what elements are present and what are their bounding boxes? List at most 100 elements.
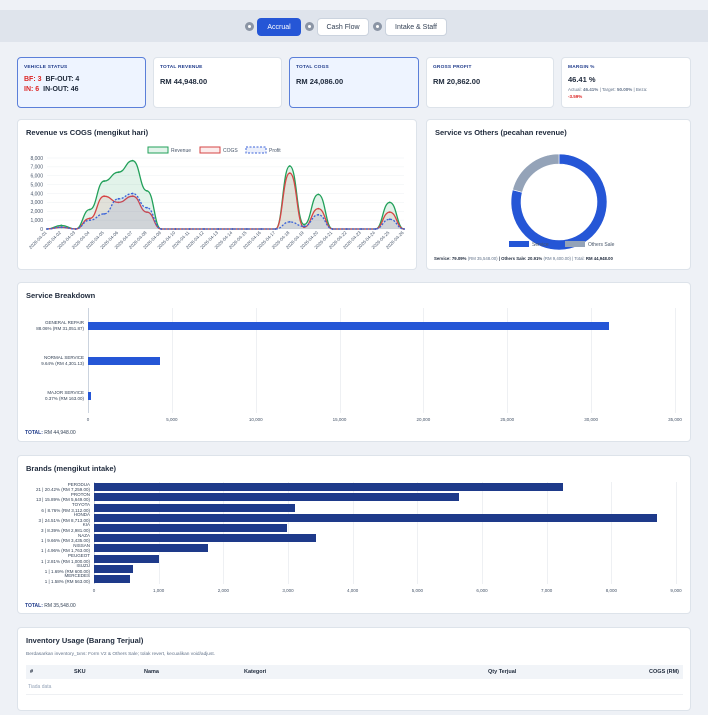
category-name: KIA: [82, 522, 90, 528]
legend-swatch-revenue: [147, 146, 169, 154]
data-point-profit: [146, 206, 148, 209]
service-share: Service: 79.09%: [434, 256, 467, 261]
service-breakdown-card: Service Breakdown 0 5,000 10,000 15,000 20,0…: [17, 282, 691, 442]
view-mode-bar: Accrual Cash Flow Intake & Staff: [0, 10, 708, 42]
category-label: HONDA 3 | 24.51% (RM 8,713.00): [18, 512, 90, 523]
inventory-empty-text: Tiada data: [28, 684, 52, 690]
data-point-cogs: [117, 201, 120, 204]
data-point-cogs: [103, 195, 106, 198]
vehicle-status-label: VEHICLE STATUS: [24, 65, 68, 70]
x-gridline: [482, 482, 483, 584]
margin-value: 46.41 %: [568, 75, 596, 84]
x-gridline: [171, 308, 173, 413]
col-kategori: Kategori: [244, 669, 267, 675]
y-tick-label: 5,000: [30, 182, 43, 188]
x-gridline: [223, 482, 225, 584]
legend-label-cogs: COGS: [223, 148, 238, 154]
y-tick-label: 0: [40, 227, 43, 233]
legend-swatch-cogs: [199, 146, 221, 154]
data-point-profit: [160, 228, 163, 230]
category-label: ISUZU 1 | 1.69% (RM 600.00): [18, 563, 90, 574]
category-name: MERCEDES: [64, 573, 90, 579]
inventory-card: Inventory Usage (Barang Terjual) Berdasa…: [17, 627, 691, 711]
category-label: PROTON 13 | 15.89% (RM 5,649.00): [18, 492, 90, 503]
donut-slice-others: [512, 153, 560, 193]
brands-total: TOTAL: RM 35,548.00: [25, 603, 76, 609]
bar-proton: [94, 493, 460, 502]
category-detail: 0.37% (RM 163.00): [44, 395, 84, 401]
category-name: PERODUA: [67, 481, 90, 487]
data-point-profit: [374, 228, 377, 230]
x-tick-label: 3,000: [282, 588, 294, 593]
margin-beza-value: -3.59%: [568, 94, 583, 99]
y-tick-label: 7,000: [30, 165, 43, 171]
x-tick-label: 4,000: [347, 588, 359, 593]
x-gridline: [546, 482, 548, 584]
donut-legend-swatch: [565, 241, 585, 247]
data-point-cogs: [388, 211, 391, 214]
category-label: NORMAL SERVICE 9.64% (RM 4,301.13): [20, 355, 84, 366]
x-gridline: [255, 308, 257, 413]
inventory-table-header: # SKU Nama Kategori Qty Terjual COGS (RM…: [26, 665, 683, 679]
tab-intake-staff[interactable]: Intake & Staff: [385, 18, 447, 36]
intake-staff-radio-icon: [373, 22, 382, 31]
service-breakdown-title: Service Breakdown: [26, 291, 96, 300]
category-name: PEUGEOT: [67, 553, 90, 558]
data-point-profit: [246, 228, 248, 230]
x-tick-label: 0: [92, 588, 96, 593]
data-point-profit: [331, 228, 334, 230]
total-cogs-card: TOTAL COGS RM 24,086.00: [289, 57, 419, 108]
data-point-revenue: [131, 159, 134, 162]
y-tick-label: 3,000: [30, 200, 43, 206]
y-tick-label: 2,000: [30, 209, 43, 215]
category-detail: 3 | 24.51% (RM 8,713.00): [38, 517, 90, 523]
data-point-cogs: [131, 195, 134, 198]
legend-label-revenue: Revenue: [171, 148, 191, 154]
brands-total-label: TOTAL:: [25, 603, 43, 609]
col-sku: SKU: [74, 669, 86, 675]
data-point-profit: [360, 228, 363, 230]
x-gridline: [423, 308, 425, 413]
tab-accrual[interactable]: Accrual: [257, 18, 301, 36]
data-point-revenue: [388, 201, 391, 204]
data-point-cogs: [288, 172, 291, 174]
category-detail: 1 | 9.66% (RM 3,435.00): [41, 538, 90, 544]
x-gridline: [507, 308, 509, 413]
x-tick-label: 0: [86, 417, 90, 422]
x-tick-label: 30,000: [584, 417, 599, 422]
data-point-profit: [117, 197, 120, 200]
x-tick-label: 25,000: [500, 417, 515, 422]
data-point-revenue: [288, 165, 291, 167]
category-detail: 3 | 8.39% (RM 2,981.00): [41, 527, 90, 533]
brands-title: Brands (mengikut intake): [26, 464, 117, 473]
y-axis-line: [94, 482, 95, 584]
bar-toyota: [94, 503, 296, 512]
data-point-profit: [231, 228, 234, 230]
others-share: | Others Sale: 20.91%: [498, 256, 543, 261]
data-point-profit: [288, 221, 291, 223]
tab-cash-flow[interactable]: Cash Flow: [317, 18, 369, 36]
data-point-profit: [88, 219, 91, 222]
y-tick-label: 1,000: [30, 218, 43, 224]
category-name: GENERAL REPAIR: [44, 320, 84, 325]
data-point-revenue: [146, 189, 148, 192]
data-point-profit: [303, 225, 305, 228]
x-tick-label: 15,000: [332, 417, 347, 422]
data-point-profit: [74, 228, 77, 230]
bar-major-service: [88, 391, 91, 400]
total-revenue-label: TOTAL REVENUE: [160, 65, 203, 70]
margin-label: MARGIN %: [568, 65, 595, 70]
total-cogs-label: TOTAL COGS: [296, 65, 329, 70]
legend-swatch-profit: [245, 146, 267, 154]
gross-profit-card: GROSS PROFIT RM 20,862.00: [426, 57, 554, 108]
category-detail: 1 | 1.58% (RM 563.00): [44, 578, 90, 584]
gross-profit-label: GROSS PROFIT: [433, 65, 472, 70]
x-tick-label: 9,000: [670, 588, 682, 593]
x-tick-label: 2,000: [217, 588, 229, 593]
brands-card: Brands (mengikut intake) 0 1,000 2,000 3,00…: [17, 455, 691, 614]
revenue-chart-card: Revenue vs COGS (mengikut hari) Revenue C…: [17, 119, 417, 270]
data-point-profit: [103, 213, 106, 215]
inventory-subtitle: Berdasarkan inventory_txns: Form V2 & Ot…: [26, 652, 216, 657]
data-point-profit: [131, 192, 134, 195]
data-point-cogs: [88, 217, 91, 220]
